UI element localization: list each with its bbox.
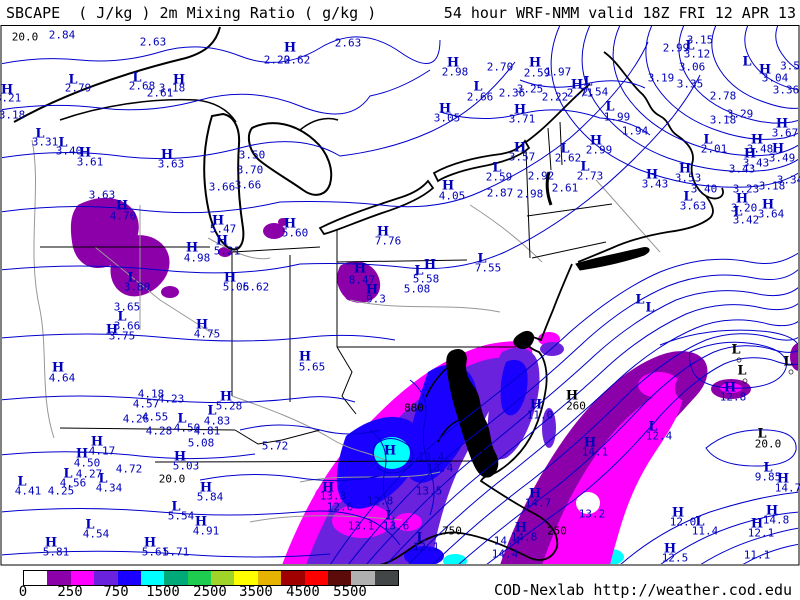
colorbar-segment (351, 571, 375, 585)
colorbar-segment (24, 571, 48, 585)
colorbar-segment (327, 571, 352, 585)
coastline-lakes (13, 26, 724, 564)
colorbar-segment (94, 571, 118, 585)
colorbar-segment (211, 571, 235, 585)
state-borders (40, 121, 613, 463)
colorbar (23, 570, 399, 586)
colorbar-ticks: 0 250 750 1500 2500 3500 4500 5500 (0, 584, 800, 600)
colorbar-tick-label: 4500 (286, 584, 320, 600)
colorbar-segment (257, 571, 282, 585)
colorbar-segment (187, 571, 211, 585)
colorbar-tick-label: 1500 (146, 584, 180, 600)
map-frame (0, 25, 800, 566)
colorbar-segment (70, 571, 95, 585)
map-title-right: 54 hour WRF-NMM valid 18Z FRI 12 APR 13 (443, 4, 796, 22)
colorbar-tick-label: 3500 (239, 584, 273, 600)
colorbar-segment (234, 571, 258, 585)
colorbar-segment (47, 571, 71, 585)
credit-text: COD-Nexlab http://weather.cod.edu (493, 581, 792, 599)
colorbar-segment (281, 571, 305, 585)
colorbar-segment (140, 571, 165, 585)
colorbar-tick-label: 0 (18, 584, 28, 600)
colorbar-tick-label: 750 (103, 584, 129, 600)
contour-lines (2, 26, 798, 564)
colorbar-segment (374, 571, 398, 585)
map-title-left: SBCAPE ( J/kg ) 2m Mixing Ratio ( g/kg ) (6, 4, 377, 22)
colorbar-segment (304, 571, 328, 585)
colorbar-segment (117, 571, 141, 585)
colorbar-tick-label: 2500 (193, 584, 227, 600)
colorbar-tick-label: 5500 (333, 584, 367, 600)
colorbar-segment (164, 571, 188, 585)
colorbar-tick-label: 250 (57, 584, 83, 600)
cape-fill-regions (70, 197, 798, 564)
